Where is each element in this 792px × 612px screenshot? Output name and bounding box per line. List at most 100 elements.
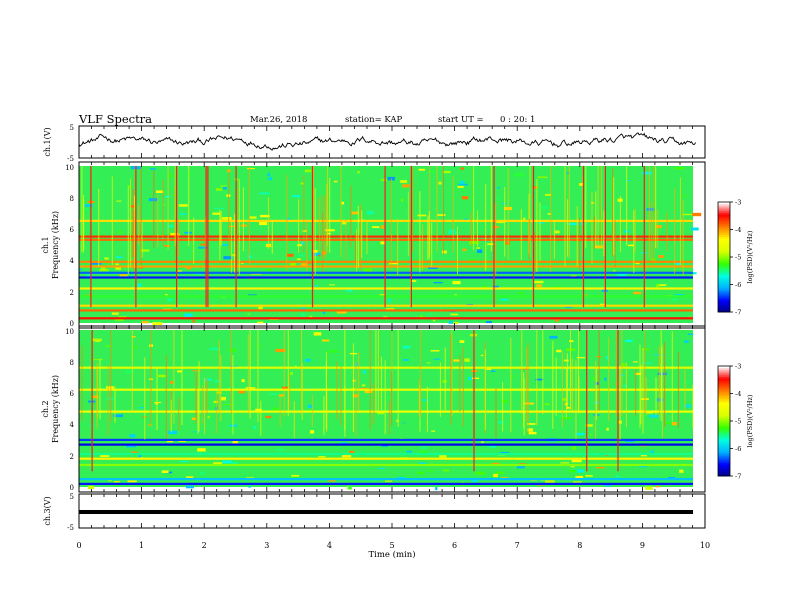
spectrogram-speckle [468, 376, 472, 380]
colorbar-segment [718, 229, 730, 232]
spectrogram-speckle [510, 375, 516, 377]
spectrogram-streak [534, 231, 536, 274]
spectrogram-speckle [571, 446, 577, 450]
spectrogram-speckle [450, 313, 459, 316]
spectrogram-speckle [641, 171, 652, 175]
start-ut-value: 0 : 20: 1 [500, 115, 535, 125]
spectrogram-band [79, 438, 693, 441]
ch1-ytick-top: 5 [70, 124, 74, 132]
spectrogram-speckle [137, 283, 142, 287]
spectrogram-speckle [428, 266, 438, 269]
spectrogram-speckle [351, 211, 359, 215]
colorbar-segment [718, 264, 730, 267]
spectrogram-speckle [291, 474, 300, 477]
colorbar-segment [718, 399, 730, 402]
spectrogram-speckle [371, 226, 380, 228]
spectrogram-speckle [167, 224, 174, 228]
colorbar-tick-label: -5 [735, 418, 741, 426]
spectrogram-streak [167, 166, 169, 250]
spectrogram-speckle [93, 359, 103, 361]
spectrogram-speckle [186, 266, 191, 270]
spectrogram-streak [198, 361, 200, 432]
spectrogram-streak [133, 210, 135, 271]
spectrogram-speckle [352, 379, 356, 382]
spectrogram-streak [666, 212, 668, 251]
colorbar-segment [718, 455, 730, 459]
spectrogram-speckle [366, 211, 375, 215]
spectrogram-streak [575, 359, 577, 439]
spectrogram-speckle [402, 184, 410, 188]
spectrogram-streak [195, 373, 197, 424]
colorbar-segment [718, 205, 730, 208]
spectrogram-streak [344, 330, 346, 431]
spectrogram-impulse [582, 166, 585, 308]
spectrogram-speckle [671, 422, 677, 426]
spectrogram-speckle [269, 393, 279, 395]
spectrogram-speckle [341, 201, 345, 205]
colorbar-tick-label: -4 [735, 390, 741, 398]
spectrogram-speckle [514, 173, 524, 177]
spectrogram-speckle [403, 359, 409, 361]
colorbar-segment [718, 428, 730, 431]
colorbar-segment [718, 301, 730, 304]
spectrogram-speckle [104, 257, 109, 260]
spectrogram-streak [249, 330, 251, 419]
spectrogram-speckle [420, 450, 427, 454]
spectrogram-speckle [105, 397, 115, 401]
spectrogram-speckle [425, 470, 434, 472]
colorbar-segment [718, 459, 730, 462]
spectrogram-speckle [632, 361, 638, 363]
colorbar-segment [718, 288, 730, 291]
spectrogram-streak [473, 166, 475, 251]
colorbar-segment [718, 251, 730, 254]
colorbar-segment [718, 279, 730, 282]
spectrogram-speckle [238, 390, 245, 394]
spectrogram-speckle [674, 167, 684, 170]
spectrogram-speckle [433, 282, 443, 284]
spectrogram-speckle [380, 178, 388, 181]
spectrogram-streak [596, 366, 597, 420]
ch2-spec-ylabel-channel: ch.2 [41, 400, 50, 417]
spectrogram-speckle [227, 169, 231, 173]
spectrogram-speckle [253, 426, 257, 429]
spectrogram-streak [677, 352, 679, 428]
spectrogram-streak [539, 202, 541, 261]
ch3-time-ticks [78, 494, 706, 528]
spectrogram-streak [230, 217, 232, 273]
spectrogram-speckle [402, 422, 405, 424]
spectrogram-speckle [500, 451, 510, 454]
spectrogram-streak [431, 222, 433, 267]
spectrogram-speckle [105, 345, 111, 347]
spectrogram-streak [324, 195, 326, 259]
colorbar-tick-label: -3 [735, 363, 741, 371]
ch3-ytick-bottom: -5 [67, 524, 74, 532]
spectrogram-speckle [213, 462, 222, 465]
spectrogram-streak [178, 397, 180, 431]
spectrogram-speckle [166, 440, 173, 443]
spectrogram-streak [114, 386, 116, 423]
colorbar-label: log(PSD)(V²/Hz) [746, 394, 754, 447]
spectrogram-streak [389, 401, 391, 435]
colorbar-segment [718, 417, 730, 420]
ch2-spec-ytick-10: 10 [65, 328, 74, 336]
spectrogram-speckle [292, 195, 301, 198]
spectrogram-speckle [183, 313, 193, 317]
spectrogram-streak [484, 349, 486, 431]
spectrogram-speckle [569, 340, 574, 343]
spectrogram-speckle [191, 370, 202, 372]
spectrogram-speckle [621, 363, 626, 367]
colorbar-segment [718, 415, 730, 418]
colorbar-segment [718, 439, 730, 442]
spectrogram-speckle [193, 431, 202, 433]
spectrogram-streak [615, 330, 617, 417]
spectrogram-speckle [115, 256, 123, 258]
spectrogram-streak [523, 372, 525, 428]
time-tick-label: 0 [76, 541, 81, 550]
spectrogram-speckle [276, 448, 285, 451]
spectrogram-speckle [222, 460, 232, 464]
spectrogram-streak [566, 353, 568, 409]
spectrogram-streak [138, 205, 140, 245]
spectrogram-speckle [497, 186, 500, 189]
colorbar-segment [718, 295, 730, 298]
spectrogram-speckle [247, 168, 255, 170]
